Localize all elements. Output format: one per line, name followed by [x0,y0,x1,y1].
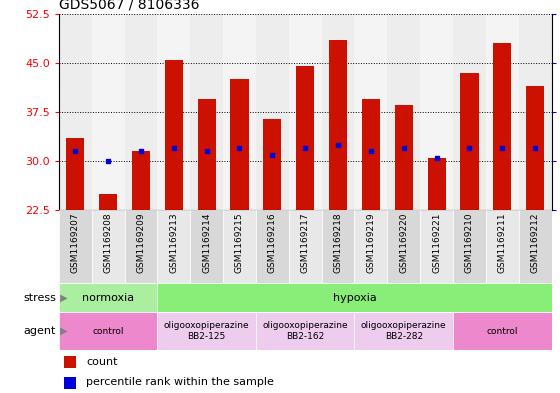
Text: GSM1169216: GSM1169216 [268,213,277,273]
Text: ▶: ▶ [57,293,67,303]
Bar [190,14,223,210]
Text: oligooxopiperazine
BB2-125: oligooxopiperazine BB2-125 [164,321,249,341]
Text: GDS5067 / 8106336: GDS5067 / 8106336 [59,0,199,11]
Bar [362,99,380,210]
Text: GSM1169207: GSM1169207 [71,213,80,273]
Text: normoxia: normoxia [82,293,134,303]
Bar [395,105,413,210]
Bar [223,210,256,283]
Text: control: control [487,327,518,336]
Bar [453,14,486,210]
Bar [420,14,453,210]
Text: GSM1169211: GSM1169211 [498,213,507,273]
Text: hypoxia: hypoxia [333,293,376,303]
Text: GSM1169214: GSM1169214 [202,213,211,273]
Bar [354,210,388,283]
Text: GSM1169220: GSM1169220 [399,213,408,273]
Bar [64,356,76,368]
Bar [157,312,256,350]
Text: GSM1169208: GSM1169208 [104,213,113,273]
Bar [157,283,552,312]
Bar [198,99,216,210]
Text: agent: agent [24,326,56,336]
Bar [59,312,157,350]
Bar [486,14,519,210]
Text: GSM1169210: GSM1169210 [465,213,474,273]
Bar [289,14,321,210]
Bar [329,40,347,210]
Text: GSM1169219: GSM1169219 [366,213,375,273]
Text: oligooxopiperazine
BB2-282: oligooxopiperazine BB2-282 [361,321,446,341]
Text: GSM1169215: GSM1169215 [235,213,244,273]
Bar [460,73,478,210]
Bar [420,210,453,283]
Text: GSM1169212: GSM1169212 [531,213,540,273]
Bar [124,210,157,283]
Bar [99,194,117,210]
Bar [519,210,552,283]
Bar [64,376,76,389]
Text: GSM1169213: GSM1169213 [169,213,178,273]
Bar [157,14,190,210]
Bar [526,86,544,210]
Text: oligooxopiperazine
BB2-162: oligooxopiperazine BB2-162 [263,321,348,341]
Text: ▶: ▶ [57,326,67,336]
Bar [453,312,552,350]
Bar [231,79,249,210]
Bar [519,14,552,210]
Bar [165,60,183,210]
Text: GSM1169209: GSM1169209 [137,213,146,273]
Bar [263,119,281,210]
Bar [223,14,256,210]
Bar [157,210,190,283]
Text: GSM1169217: GSM1169217 [301,213,310,273]
Bar [296,66,314,210]
Bar [92,210,124,283]
Bar [66,138,84,210]
Bar [486,210,519,283]
Bar [321,14,354,210]
Bar [256,210,289,283]
Bar [256,14,289,210]
Bar [388,210,420,283]
Bar [354,14,388,210]
Text: GSM1169221: GSM1169221 [432,213,441,273]
Bar [493,43,511,210]
Bar [190,210,223,283]
Bar [256,312,354,350]
Text: stress: stress [23,293,56,303]
Text: GSM1169218: GSM1169218 [334,213,343,273]
Text: count: count [86,357,118,367]
Bar [59,210,92,283]
Bar [354,312,453,350]
Bar [124,14,157,210]
Text: percentile rank within the sample: percentile rank within the sample [86,377,274,387]
Bar [59,14,92,210]
Bar [321,210,354,283]
Text: control: control [92,327,124,336]
Bar [132,151,150,210]
Bar [92,14,124,210]
Bar [59,283,157,312]
Bar [428,158,446,210]
Bar [289,210,321,283]
Bar [453,210,486,283]
Bar [388,14,420,210]
